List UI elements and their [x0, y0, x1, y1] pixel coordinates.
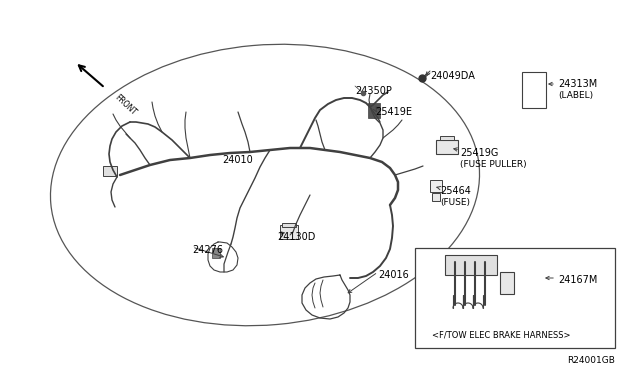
Text: 24276: 24276: [192, 245, 223, 255]
Text: 24016: 24016: [378, 270, 409, 280]
Text: 24313M: 24313M: [558, 79, 597, 89]
Bar: [103, 166, 117, 176]
Bar: [436, 140, 458, 154]
Text: 25419E: 25419E: [375, 107, 412, 117]
Bar: [430, 180, 442, 192]
Text: <F/TOW ELEC BRAKE HARNESS>: <F/TOW ELEC BRAKE HARNESS>: [432, 330, 570, 339]
Bar: [212, 248, 220, 258]
Text: (LABEL): (LABEL): [558, 91, 593, 100]
Bar: [280, 225, 298, 239]
Bar: [440, 136, 454, 140]
Text: 25464: 25464: [440, 186, 471, 196]
Bar: [445, 255, 497, 275]
Text: 25419G: 25419G: [460, 148, 499, 158]
Text: 24167M: 24167M: [558, 275, 597, 285]
Bar: [282, 223, 296, 227]
Text: FRONT: FRONT: [113, 93, 138, 117]
Text: (FUSE): (FUSE): [440, 198, 470, 207]
Bar: [522, 72, 546, 108]
Bar: [415, 248, 615, 348]
Bar: [500, 272, 514, 294]
Text: R24001GB: R24001GB: [567, 356, 615, 365]
Text: (FUSE PULLER): (FUSE PULLER): [460, 160, 527, 169]
Bar: [368, 103, 380, 118]
Text: 24130D: 24130D: [277, 232, 316, 242]
Text: 24010: 24010: [222, 155, 253, 165]
Text: 24049DA: 24049DA: [430, 71, 475, 81]
Bar: [432, 193, 440, 201]
Text: 24350P: 24350P: [355, 86, 392, 96]
